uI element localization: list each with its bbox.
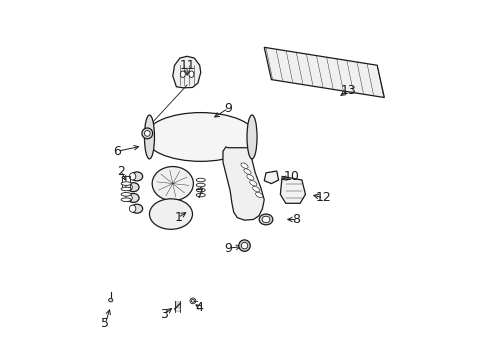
Text: 1: 1 xyxy=(174,211,182,224)
Ellipse shape xyxy=(144,131,150,136)
Ellipse shape xyxy=(196,178,205,182)
Ellipse shape xyxy=(246,115,257,159)
Text: 12: 12 xyxy=(315,192,330,204)
Ellipse shape xyxy=(190,298,195,304)
Text: 9: 9 xyxy=(224,102,232,115)
Text: 4: 4 xyxy=(195,301,203,314)
Ellipse shape xyxy=(142,128,152,139)
Ellipse shape xyxy=(196,193,205,197)
Ellipse shape xyxy=(241,242,247,249)
Ellipse shape xyxy=(238,240,250,251)
Ellipse shape xyxy=(149,199,192,229)
Text: 5: 5 xyxy=(101,317,109,330)
Ellipse shape xyxy=(252,186,259,192)
Text: 11: 11 xyxy=(179,59,195,72)
Text: 9: 9 xyxy=(224,242,232,255)
Text: 10: 10 xyxy=(283,170,299,183)
Ellipse shape xyxy=(262,216,269,223)
Text: 13: 13 xyxy=(340,84,356,97)
Text: 7: 7 xyxy=(195,188,203,201)
Ellipse shape xyxy=(108,298,113,302)
Ellipse shape xyxy=(127,193,139,202)
Ellipse shape xyxy=(129,205,136,212)
Ellipse shape xyxy=(180,71,185,77)
Ellipse shape xyxy=(152,167,193,201)
Ellipse shape xyxy=(259,214,272,225)
Text: 6: 6 xyxy=(113,145,121,158)
Ellipse shape xyxy=(131,204,142,213)
Ellipse shape xyxy=(121,187,131,191)
Ellipse shape xyxy=(145,113,256,161)
Ellipse shape xyxy=(191,300,194,302)
Ellipse shape xyxy=(131,172,142,181)
Ellipse shape xyxy=(125,184,132,191)
Polygon shape xyxy=(280,176,305,203)
Text: 8: 8 xyxy=(292,213,300,226)
Ellipse shape xyxy=(196,188,205,192)
Ellipse shape xyxy=(241,163,247,168)
Ellipse shape xyxy=(196,183,205,187)
Ellipse shape xyxy=(121,182,131,185)
Text: 3: 3 xyxy=(160,308,167,321)
Ellipse shape xyxy=(246,175,253,180)
Polygon shape xyxy=(264,47,384,98)
Ellipse shape xyxy=(129,173,136,180)
Polygon shape xyxy=(172,56,201,88)
Ellipse shape xyxy=(121,198,131,202)
Ellipse shape xyxy=(188,71,194,77)
Text: 2: 2 xyxy=(117,165,124,177)
Ellipse shape xyxy=(249,181,256,186)
Ellipse shape xyxy=(255,192,262,198)
Ellipse shape xyxy=(121,193,131,196)
Ellipse shape xyxy=(144,115,154,159)
Polygon shape xyxy=(223,147,264,220)
Polygon shape xyxy=(264,171,278,184)
Ellipse shape xyxy=(125,194,132,202)
Ellipse shape xyxy=(127,183,139,192)
Ellipse shape xyxy=(244,169,250,174)
